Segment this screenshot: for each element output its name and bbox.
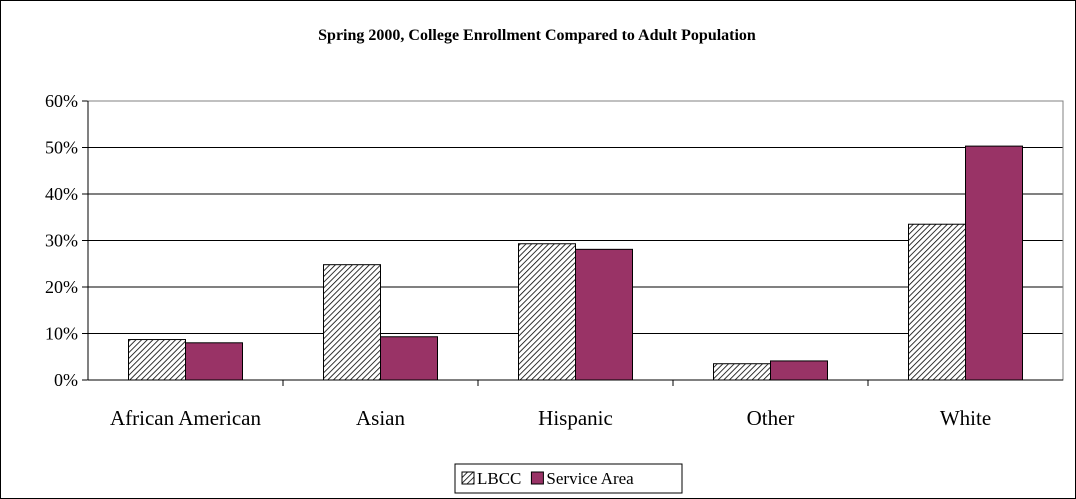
x-category-label: Other bbox=[747, 406, 795, 430]
y-tick-label: 40% bbox=[45, 184, 78, 204]
legend-swatch-lbcc bbox=[461, 471, 475, 485]
bars bbox=[128, 145, 1023, 381]
y-tick-label: 20% bbox=[45, 277, 78, 297]
legend: LBCC Service Area bbox=[454, 463, 683, 494]
legend-label-lbcc: LBCC bbox=[477, 469, 521, 488]
legend-label-service-area: Service Area bbox=[546, 469, 634, 488]
bar-service-area-african-american bbox=[185, 342, 243, 381]
x-category-label: White bbox=[940, 406, 991, 430]
chart-title: Spring 2000, College Enrollment Compared… bbox=[318, 27, 756, 44]
y-tick-label: 30% bbox=[45, 231, 78, 251]
x-category-label: Hispanic bbox=[538, 406, 613, 430]
bar-service-area-other bbox=[770, 360, 828, 381]
bar-service-area-hispanic bbox=[575, 248, 633, 381]
bar-lbcc-other bbox=[713, 363, 771, 381]
bar-service-area-asian bbox=[380, 336, 438, 381]
y-tick-label: 0% bbox=[54, 370, 78, 390]
bar-lbcc-african-american bbox=[128, 339, 186, 381]
bar-service-area-white bbox=[965, 145, 1023, 381]
bar-lbcc-hispanic bbox=[518, 243, 576, 381]
axis-labels: 0% 10% 20% 30% 40% 50% 60% African American Asia… bbox=[45, 91, 991, 430]
x-category-label: Asian bbox=[356, 406, 405, 430]
legend-box bbox=[454, 463, 683, 494]
axes bbox=[82, 100, 1064, 386]
bar-lbcc-white bbox=[908, 223, 966, 381]
y-tick-label: 10% bbox=[45, 324, 78, 344]
legend-swatch-service-area bbox=[530, 471, 544, 485]
x-category-label: African American bbox=[110, 406, 262, 430]
y-tick-label: 50% bbox=[45, 138, 78, 158]
y-tick-label: 60% bbox=[45, 91, 78, 111]
bar-lbcc-asian bbox=[323, 264, 381, 381]
